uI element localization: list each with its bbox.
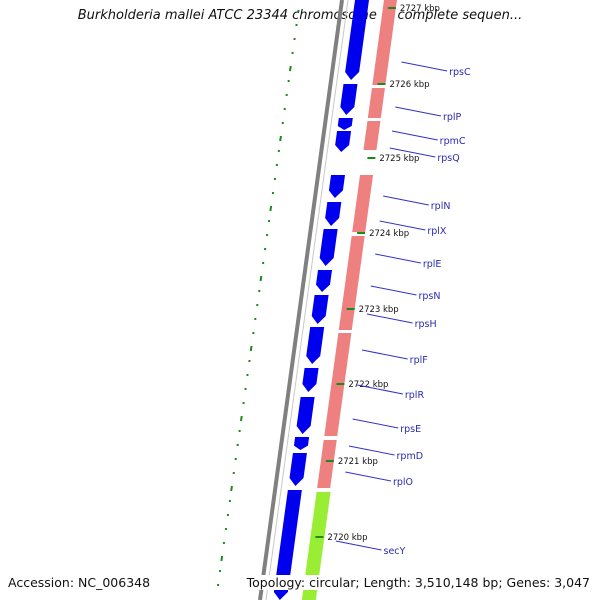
accession-label: Accession: NC_006348 xyxy=(8,575,151,590)
gene-label: rpsC xyxy=(449,67,471,78)
genome-summary: Topology: circular; Length: 3,510,148 bp… xyxy=(244,575,590,590)
rna-feature xyxy=(352,175,374,232)
map-title: Burkholderia mallei ATCC 23344 chromosom… xyxy=(77,8,523,23)
kbp-label: 2722 kbp xyxy=(348,380,388,390)
gene-leader-line xyxy=(375,253,421,264)
rna-feature xyxy=(338,236,365,330)
gene-leader-line xyxy=(401,61,448,72)
kbp-label: 2726 kbp xyxy=(389,80,429,90)
chromosome-backbone-inner xyxy=(265,0,349,600)
rna-feature xyxy=(372,0,397,85)
gene-labels: rpsC rplP rpmC rpsQ rplN rplX rplE rpsN rpsH rplF… xyxy=(335,61,471,557)
kbp-label: 2727 kbp xyxy=(400,4,440,14)
gene-label: rplN xyxy=(431,201,451,212)
gene-label: rpsN xyxy=(418,291,440,302)
gene-label: rplX xyxy=(427,226,447,237)
gene-leader-line xyxy=(389,147,436,158)
kbp-label: 2720 kbp xyxy=(327,533,367,543)
kbp-label: 2724 kbp xyxy=(369,229,409,239)
cds-feature xyxy=(289,453,307,486)
rna-feature xyxy=(367,88,385,118)
kbp-label: 2723 kbp xyxy=(359,305,399,315)
gene-leader-line xyxy=(361,349,408,360)
outer-tick-dot xyxy=(279,135,282,142)
cds-feature xyxy=(306,327,325,364)
outer-tick-dot xyxy=(259,275,263,282)
gene-label: rplR xyxy=(405,390,425,401)
cds-feature xyxy=(345,0,369,80)
gene-label: rpsQ xyxy=(437,153,459,164)
gene-leader-line xyxy=(335,540,382,551)
gene-leader-line xyxy=(395,106,442,117)
cds-feature xyxy=(325,202,342,226)
cds-feature xyxy=(316,270,333,292)
cds-feature xyxy=(293,437,310,450)
gene-leader-line xyxy=(348,445,395,456)
kbp-label: 2721 kbp xyxy=(338,457,378,467)
gene-leader-line xyxy=(352,418,399,429)
rna-feature xyxy=(363,121,381,150)
gene-leader-line xyxy=(366,313,413,324)
cds-feature xyxy=(273,490,302,600)
outer-tick-dot xyxy=(269,205,273,212)
gene-leader-line xyxy=(357,384,403,395)
cds-feature xyxy=(311,295,329,324)
outer-tick-dot xyxy=(249,345,253,352)
outer-tick-dots xyxy=(216,9,300,587)
cds-feature xyxy=(296,397,315,434)
gene-leader-line xyxy=(383,195,429,206)
gene-leader-line xyxy=(379,220,426,231)
gene-label: rpsE xyxy=(400,424,421,435)
gene-label: rpmD xyxy=(397,451,424,462)
cds-feature xyxy=(340,84,358,115)
gene-label: rpsH xyxy=(415,319,437,330)
outer-tick-dot xyxy=(239,415,243,422)
gene-label: rplF xyxy=(410,355,428,366)
cds-feature xyxy=(328,175,346,198)
outer-tick-dot xyxy=(220,555,224,562)
gene-label: rplP xyxy=(443,112,462,123)
kbp-markers: 2727 kbp 2726 kbp 2725 kbp 2724 kbp 2723 kbp… xyxy=(315,4,440,543)
rna-feature xyxy=(317,440,337,488)
cds-feature xyxy=(335,131,352,152)
kbp-label: 2725 kbp xyxy=(379,154,419,164)
gene-label: rplO xyxy=(393,477,413,488)
outer-tick-dot xyxy=(230,485,233,492)
cds-feature xyxy=(337,118,353,130)
cds-feature xyxy=(302,368,319,392)
gene-label: rpmC xyxy=(440,136,466,147)
gene-leader-line xyxy=(370,285,417,296)
gene-leader-line xyxy=(391,130,438,141)
gene-label: secY xyxy=(384,546,406,557)
cds-feature xyxy=(319,229,338,266)
chromosome-backbone xyxy=(258,0,344,600)
outer-tick-dot xyxy=(288,65,292,72)
green-feature xyxy=(301,492,331,600)
gene-label: rplE xyxy=(423,259,442,270)
gene-leader-line xyxy=(345,471,392,482)
